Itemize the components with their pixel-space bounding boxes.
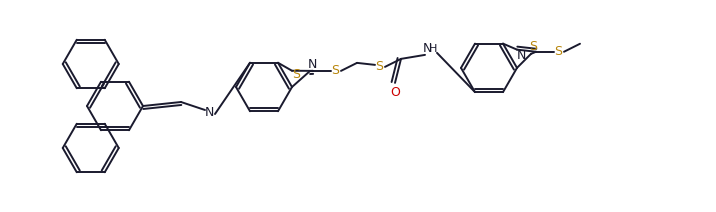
Text: S: S [292, 68, 300, 81]
Text: S: S [554, 45, 562, 58]
Text: S: S [375, 60, 383, 73]
Text: H: H [429, 44, 437, 54]
Text: N: N [516, 49, 526, 62]
Text: S: S [529, 40, 537, 53]
Text: O: O [390, 86, 400, 99]
Text: N: N [307, 59, 316, 71]
Text: N: N [422, 42, 432, 55]
Text: S: S [331, 64, 339, 77]
Text: N: N [204, 106, 213, 119]
